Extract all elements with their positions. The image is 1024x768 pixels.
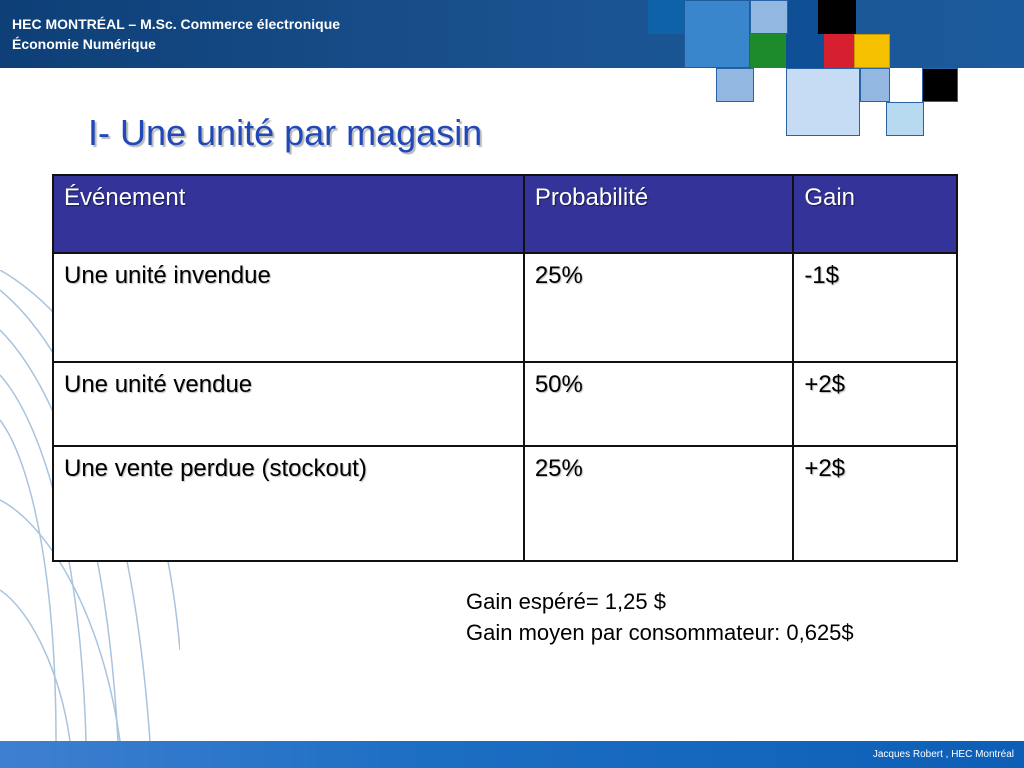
deco-square [824, 34, 854, 68]
cell-gain: -1$ [792, 252, 958, 363]
column-header-event: Événement [52, 174, 525, 254]
cell-probability: 25% [522, 252, 795, 363]
footer-author: Jacques Robert , HEC Montréal [872, 749, 1014, 760]
deco-square [886, 102, 924, 136]
footer-bar: Jacques Robert , HEC Montréal [0, 741, 1024, 768]
deco-square [684, 0, 750, 68]
deco-square [786, 34, 824, 68]
table-header-row: Événement Probabilité Gain [52, 174, 958, 254]
deco-square [750, 34, 786, 68]
header-course-title: HEC MONTRÉAL – M.Sc. Commerce électroniq… [12, 16, 341, 32]
average-gain-line: Gain moyen par consommateur: 0,625$ [466, 620, 854, 645]
deco-square [922, 68, 958, 102]
cell-event: Une unité vendue [52, 361, 525, 447]
deco-square [648, 0, 684, 34]
header-course-subtitle: Économie Numérique [12, 36, 156, 52]
cell-probability: 25% [522, 445, 795, 562]
column-header-gain: Gain [792, 174, 958, 254]
table-row: Une unité vendue 50% +2$ [52, 361, 958, 447]
expected-gain-line: Gain espéré= 1,25 $ [466, 589, 666, 614]
deco-square [860, 68, 890, 102]
cell-event: Une unité invendue [52, 252, 525, 363]
deco-square [788, 0, 818, 34]
deco-square [786, 68, 860, 136]
deco-square [716, 68, 754, 102]
deco-square [818, 0, 856, 34]
cell-event: Une vente perdue (stockout) [52, 445, 525, 562]
cell-gain: +2$ [792, 445, 958, 562]
expected-gain-summary: Gain espéré= 1,25 $ Gain moyen par conso… [466, 586, 854, 648]
slide-title: I- Une unité par magasin [88, 112, 483, 153]
deco-square [854, 34, 890, 68]
cell-gain: +2$ [792, 361, 958, 447]
deco-square [750, 0, 788, 34]
column-header-probability: Probabilité [522, 174, 795, 254]
table-row: Une unité invendue 25% -1$ [52, 252, 958, 363]
cell-probability: 50% [522, 361, 795, 447]
event-gain-table: Événement Probabilité Gain Une unité inv… [52, 174, 958, 562]
table-row: Une vente perdue (stockout) 25% +2$ [52, 445, 958, 562]
